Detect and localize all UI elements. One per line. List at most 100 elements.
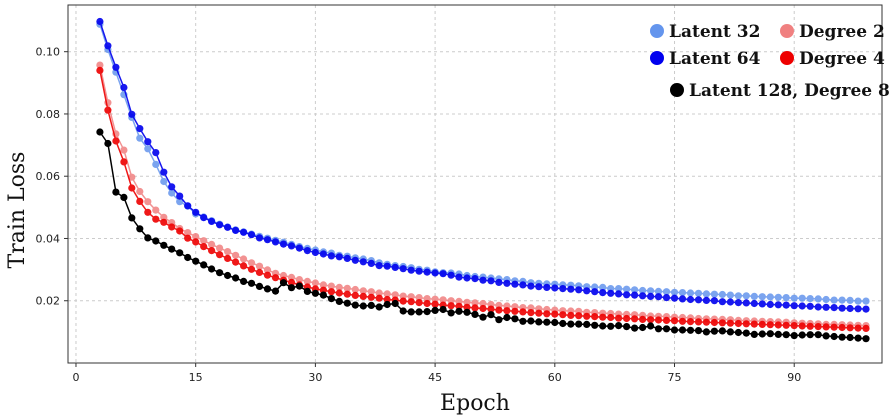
data-point <box>742 299 750 307</box>
legend-marker <box>780 24 794 38</box>
data-point <box>758 330 766 338</box>
data-point <box>631 291 639 299</box>
data-point <box>184 229 192 237</box>
x-tick-label: 15 <box>189 371 203 384</box>
data-point <box>678 326 687 334</box>
data-point <box>686 289 695 297</box>
data-point <box>567 311 575 319</box>
data-point <box>208 247 216 255</box>
data-point <box>551 284 559 292</box>
data-point <box>200 214 208 222</box>
data-point <box>327 282 335 290</box>
data-point <box>862 305 870 313</box>
data-point <box>463 274 471 282</box>
data-point <box>407 308 415 316</box>
data-point <box>375 294 383 302</box>
data-point <box>662 294 671 302</box>
data-point <box>399 307 407 315</box>
data-point <box>487 311 495 319</box>
data-point <box>742 329 750 337</box>
data-point <box>391 291 399 299</box>
data-point <box>527 317 535 325</box>
data-point <box>287 284 296 292</box>
data-point <box>591 321 599 329</box>
data-point <box>495 316 503 324</box>
data-point <box>152 215 160 223</box>
data-point <box>120 193 128 201</box>
data-point <box>224 254 232 262</box>
data-point <box>200 243 208 251</box>
data-point <box>455 302 463 310</box>
data-point <box>495 306 503 314</box>
data-point <box>391 299 399 308</box>
data-point <box>862 335 870 343</box>
data-point <box>263 266 272 274</box>
x-tick-label: 45 <box>428 371 442 384</box>
data-point <box>120 83 128 92</box>
data-point <box>702 290 711 298</box>
data-point <box>144 198 152 206</box>
data-point <box>543 283 551 291</box>
data-point <box>766 300 774 309</box>
data-point <box>543 318 551 326</box>
legend-label: Latent 32 <box>669 22 760 42</box>
data-point <box>591 288 599 296</box>
data-point <box>152 206 160 214</box>
data-point <box>176 198 184 206</box>
data-point <box>726 298 735 306</box>
data-point <box>575 286 583 294</box>
data-point <box>359 258 367 266</box>
data-point <box>303 287 311 295</box>
data-point <box>623 285 631 293</box>
data-point <box>128 214 136 222</box>
data-point <box>335 289 343 297</box>
data-point <box>471 310 479 318</box>
data-point <box>814 323 822 331</box>
data-point <box>240 277 248 285</box>
data-point <box>742 292 750 300</box>
data-point <box>623 323 631 331</box>
data-point <box>503 307 511 315</box>
data-point <box>654 316 663 324</box>
data-point <box>798 302 806 310</box>
data-point <box>678 317 687 325</box>
data-point <box>615 285 623 293</box>
data-point <box>559 285 567 293</box>
data-point <box>718 327 727 335</box>
data-point <box>263 271 272 279</box>
data-point <box>750 330 758 338</box>
data-point <box>120 146 128 154</box>
data-point <box>407 293 415 301</box>
data-point <box>670 294 679 302</box>
data-point <box>726 291 735 299</box>
data-point <box>559 319 567 328</box>
data-point <box>766 321 774 329</box>
data-point <box>750 292 758 300</box>
data-point <box>192 233 200 241</box>
data-point <box>152 160 160 168</box>
y-axis-title: Train Loss <box>5 152 30 269</box>
data-point <box>287 242 296 250</box>
data-point <box>128 110 136 118</box>
data-point <box>487 277 495 285</box>
data-point <box>383 295 391 304</box>
data-point <box>463 303 471 311</box>
data-point <box>710 290 719 298</box>
data-point <box>479 313 487 321</box>
data-point <box>367 259 375 267</box>
data-point <box>806 302 814 310</box>
data-point <box>822 323 830 331</box>
data-point <box>240 255 248 263</box>
data-point <box>678 295 687 303</box>
y-tick-label: 0.04 <box>36 232 61 245</box>
data-point <box>96 17 104 26</box>
data-point <box>782 321 790 329</box>
data-point <box>838 323 846 332</box>
data-point <box>830 323 838 331</box>
data-point <box>583 287 591 295</box>
data-point <box>255 282 264 290</box>
x-tick-label: 75 <box>668 371 682 384</box>
data-point <box>303 277 311 285</box>
legend-marker <box>670 83 684 97</box>
data-point <box>176 227 184 235</box>
